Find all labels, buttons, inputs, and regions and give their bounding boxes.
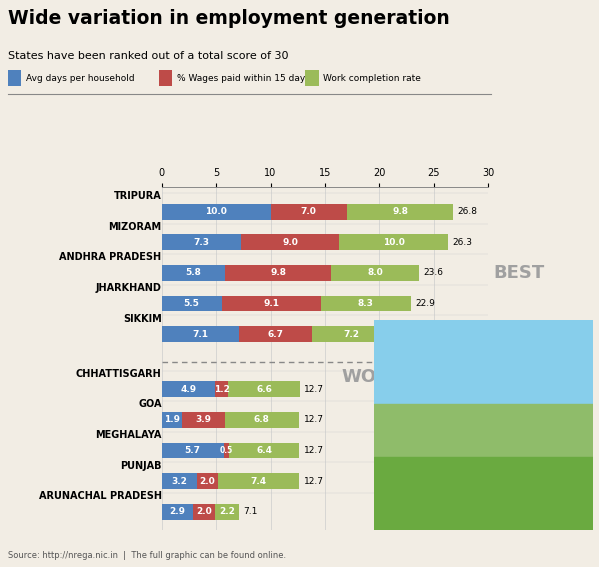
Bar (162, 234, 241, 250)
Text: 6.8: 6.8 (254, 416, 270, 424)
Text: GOA: GOA (138, 400, 162, 409)
Text: 5.7: 5.7 (184, 446, 201, 455)
Bar (162, 204, 271, 219)
Text: 22.9: 22.9 (415, 299, 435, 308)
Text: PUNJAB: PUNJAB (120, 461, 162, 471)
Bar (193, 504, 215, 520)
Bar (374, 457, 593, 530)
Bar (224, 443, 229, 459)
Text: 10.0: 10.0 (383, 238, 404, 247)
Text: WORST: WORST (341, 368, 416, 386)
Bar (347, 204, 453, 219)
Bar (162, 326, 239, 342)
Text: 10.0: 10.0 (205, 207, 227, 216)
Text: 9.8: 9.8 (270, 268, 286, 277)
Text: Source: http://nrega.nic.in  |  The full graphic can be found online.: Source: http://nrega.nic.in | The full g… (8, 551, 286, 560)
Bar (241, 234, 339, 250)
Text: 8.3: 8.3 (358, 299, 374, 308)
Text: CHHATTISGARH: CHHATTISGARH (75, 369, 162, 379)
Text: 6.6: 6.6 (256, 385, 272, 393)
Text: BEST: BEST (494, 264, 545, 282)
Bar (196, 473, 218, 489)
Bar (320, 295, 411, 311)
Bar (312, 326, 391, 342)
Text: 9.1: 9.1 (263, 299, 279, 308)
Text: 9.8: 9.8 (392, 207, 408, 216)
Bar (239, 326, 312, 342)
Text: 5.8: 5.8 (185, 268, 201, 277)
Text: 26.3: 26.3 (452, 238, 472, 247)
Text: 7.1: 7.1 (243, 507, 258, 517)
Bar (162, 412, 183, 428)
Text: 2.9: 2.9 (170, 507, 186, 517)
Bar (215, 504, 239, 520)
Bar (162, 381, 215, 397)
Bar (162, 443, 224, 459)
Bar (331, 265, 419, 281)
Bar (374, 320, 593, 415)
Text: 4.9: 4.9 (180, 385, 196, 393)
Text: 2.0: 2.0 (199, 477, 215, 486)
Text: 12.7: 12.7 (304, 416, 324, 424)
Text: ARUNACHAL PRADESH: ARUNACHAL PRADESH (38, 492, 162, 501)
Bar (225, 265, 331, 281)
Text: 7.0: 7.0 (301, 207, 317, 216)
Text: 7.2: 7.2 (343, 329, 359, 338)
Text: 6.4: 6.4 (256, 446, 272, 455)
Text: 12.7: 12.7 (304, 477, 324, 486)
Text: 5.5: 5.5 (184, 299, 199, 308)
Text: JHARKHAND: JHARKHAND (96, 283, 162, 293)
Text: Avg days per household: Avg days per household (26, 74, 134, 83)
Text: 1.2: 1.2 (214, 385, 229, 393)
Bar (183, 412, 225, 428)
Text: Wide variation in employment generation: Wide variation in employment generation (8, 9, 449, 28)
Text: MEGHALAYA: MEGHALAYA (95, 430, 162, 440)
Bar (162, 265, 225, 281)
Bar (374, 404, 593, 467)
Text: 8.0: 8.0 (367, 268, 383, 277)
Text: 7.3: 7.3 (193, 238, 210, 247)
Text: ANDHRA PRADESH: ANDHRA PRADESH (59, 252, 162, 263)
Text: 2.0: 2.0 (196, 507, 212, 517)
Text: 6.7: 6.7 (267, 329, 283, 338)
Text: SIKKIM: SIKKIM (123, 314, 162, 324)
Text: 0.5: 0.5 (220, 446, 233, 455)
Text: Work completion rate: Work completion rate (323, 74, 421, 83)
Bar (215, 381, 228, 397)
Bar (162, 473, 196, 489)
Bar (339, 234, 448, 250)
Text: States have been ranked out of a total score of 30: States have been ranked out of a total s… (8, 51, 288, 61)
Text: 12.7: 12.7 (304, 446, 324, 455)
Bar (228, 381, 300, 397)
Text: 9.0: 9.0 (282, 238, 298, 247)
Bar (271, 204, 347, 219)
Bar (162, 504, 193, 520)
Text: 26.8: 26.8 (458, 207, 478, 216)
Text: MIZORAM: MIZORAM (108, 222, 162, 232)
Text: 23.6: 23.6 (423, 268, 443, 277)
Text: 7.1: 7.1 (192, 329, 208, 338)
Bar (218, 473, 299, 489)
Text: 1.9: 1.9 (164, 416, 180, 424)
Text: 3.2: 3.2 (171, 477, 187, 486)
Text: 12.7: 12.7 (304, 385, 324, 393)
Text: TRIPURA: TRIPURA (114, 191, 162, 201)
Bar (229, 443, 299, 459)
Text: 7.4: 7.4 (250, 477, 267, 486)
Bar (222, 295, 320, 311)
Text: % Wages paid within 15 days: % Wages paid within 15 days (177, 74, 310, 83)
Text: 2.2: 2.2 (219, 507, 235, 517)
Bar (225, 412, 299, 428)
Text: 3.9: 3.9 (196, 416, 211, 424)
Text: 20.9: 20.9 (394, 329, 413, 338)
Bar (162, 295, 222, 311)
